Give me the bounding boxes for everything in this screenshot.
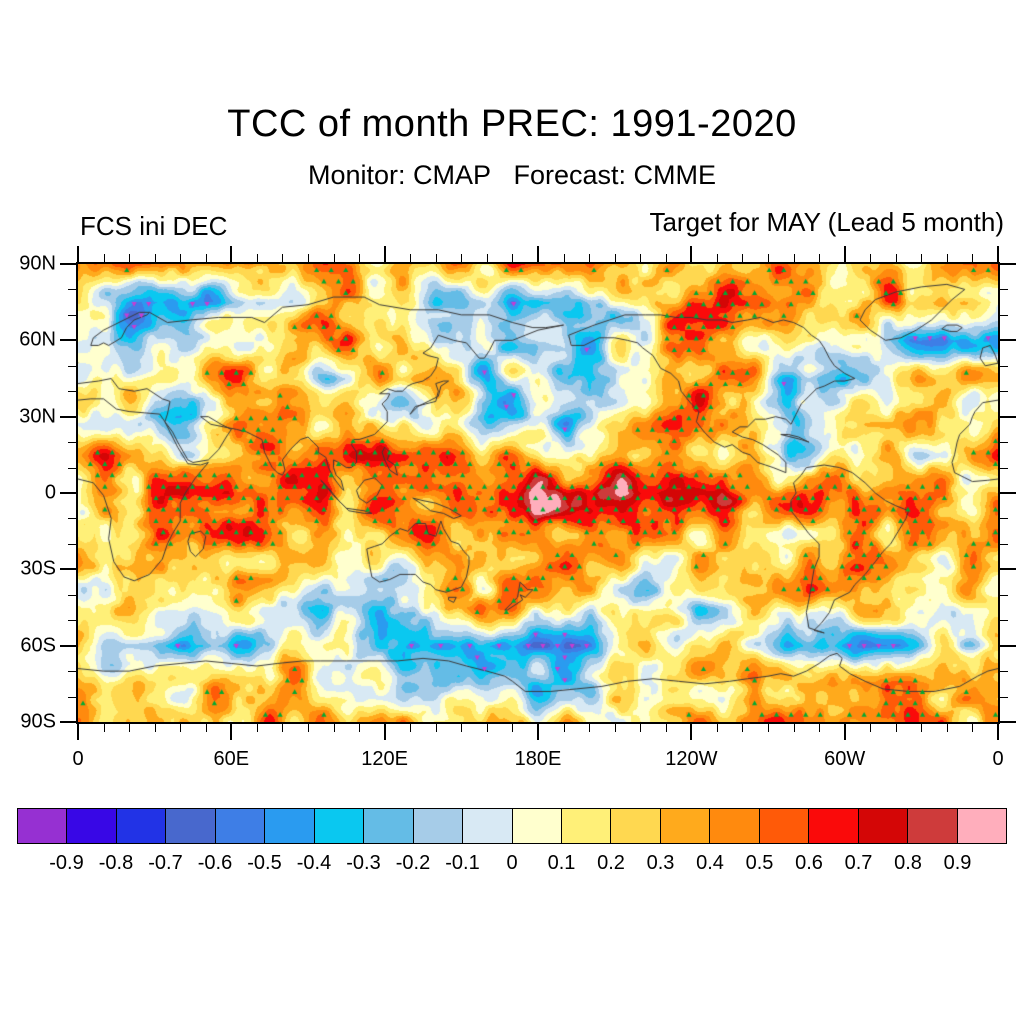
colorbar-cell: [264, 808, 315, 844]
colorbar-cell: [659, 808, 711, 844]
colorbar-cell: [214, 808, 266, 844]
colorbar-tick-label: 0.4: [696, 852, 724, 874]
subtitle: Monitor: CMAP Forecast: CMME: [307, 160, 717, 190]
colorbar-tick-label: -0.4: [296, 852, 332, 874]
colorbar-cell: [758, 808, 810, 844]
colorbar-tick-label: -0.9: [49, 852, 84, 874]
colorbar-tick-label: -0.3: [346, 852, 381, 874]
forecast-init-label: FCS ini DEC: [80, 211, 228, 241]
colorbar-cell: [313, 808, 365, 844]
target-lead-label: Target for MAY (Lead 5 month): [649, 207, 1004, 237]
colorbar-tick-label: -0.7: [148, 852, 183, 874]
map-plot-area: [76, 262, 1000, 724]
colorbar-tick-label: 0.3: [646, 852, 675, 874]
colorbar-tick-label: -0.2: [395, 852, 431, 874]
colorbar-cell: [165, 808, 216, 844]
colorbar-cell: [956, 808, 1008, 844]
colorbar-tick-label: -0.6: [197, 852, 233, 874]
colorbar-cell: [808, 808, 859, 844]
colorbar-tick-label: -0.8: [98, 852, 134, 874]
colorbar-cell: [66, 808, 117, 844]
colorbar-cell: [412, 808, 464, 844]
colorbar-tick-label: -0.5: [247, 852, 282, 874]
colorbar-tick-label: 0.1: [547, 852, 576, 874]
colorbar-tick-label: 0.2: [597, 852, 625, 874]
colorbar-cell: [560, 808, 612, 844]
colorbar-tick-label: 0.6: [795, 852, 823, 874]
colorbar: [17, 808, 1008, 844]
colorbar-tick-label: 0.5: [745, 852, 774, 874]
colorbar-cell: [709, 808, 760, 844]
map-canvas: [78, 264, 998, 722]
colorbar-cell: [511, 808, 562, 844]
colorbar-tick-label: 0.8: [894, 852, 922, 874]
colorbar-tick-label: 0: [506, 852, 518, 874]
colorbar-tick-label: 0.7: [844, 852, 873, 874]
colorbar-tick-label: 0.9: [943, 852, 972, 874]
page-title: TCC of month PREC: 1991-2020: [227, 103, 797, 145]
colorbar-cell: [363, 808, 414, 844]
colorbar-cell: [17, 808, 68, 844]
colorbar-tick-label: -0.1: [445, 852, 480, 874]
